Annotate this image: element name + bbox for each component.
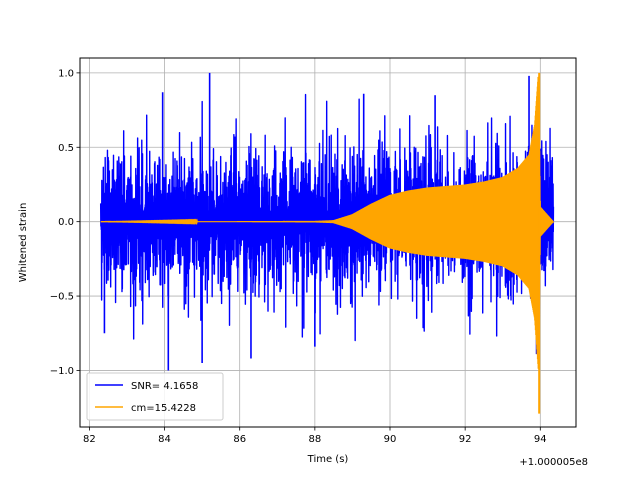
x-tick-label: 88 (308, 434, 321, 445)
series-line-cm (100, 76, 554, 369)
x-tick-label: 84 (158, 434, 171, 445)
y-tick-label: 0.5 (58, 143, 74, 154)
y-axis-label: Whitened strain (18, 203, 29, 283)
x-axis-label: Time (s) (307, 454, 349, 465)
x-tick-label: 82 (83, 434, 96, 445)
y-tick-label: −0.5 (50, 292, 74, 303)
legend-label-cm: cm=15.4228 (131, 403, 196, 414)
x-tick-label: 90 (384, 434, 397, 445)
y-tick-label: −1.0 (50, 366, 74, 377)
legend: SNR= 4.1658 cm=15.4228 (86, 372, 224, 421)
plot-area (99, 72, 555, 414)
x-axis-offset-label: +1.000005e8 (519, 457, 588, 468)
y-tick-label: 1.0 (58, 68, 74, 79)
axes-frame (79, 57, 577, 428)
y-tick-label: 0.0 (58, 217, 74, 228)
legend-label-snr: SNR= 4.1658 (131, 381, 198, 392)
x-tick-label: 92 (459, 434, 472, 445)
ticks: 82 84 86 88 90 92 94 −1.0 −0.5 0.0 0.5 1.0 (50, 68, 547, 445)
x-tick-label: 86 (233, 434, 246, 445)
series-line-snr (99, 93, 555, 342)
x-tick-label: 94 (534, 434, 547, 445)
